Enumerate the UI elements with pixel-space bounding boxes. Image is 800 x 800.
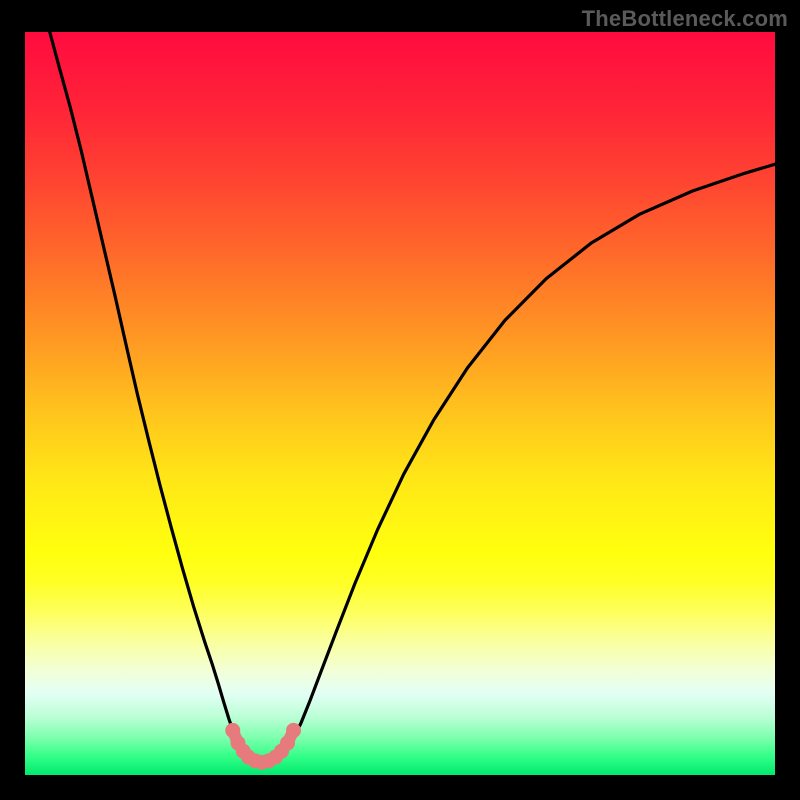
highlight-marker: [286, 723, 301, 738]
watermark-label: TheBottleneck.com: [582, 6, 788, 32]
figure-container: TheBottleneck.com: [0, 0, 800, 800]
plot-background: [25, 32, 775, 775]
plot-svg: [25, 32, 775, 775]
plot-area: [25, 32, 775, 775]
